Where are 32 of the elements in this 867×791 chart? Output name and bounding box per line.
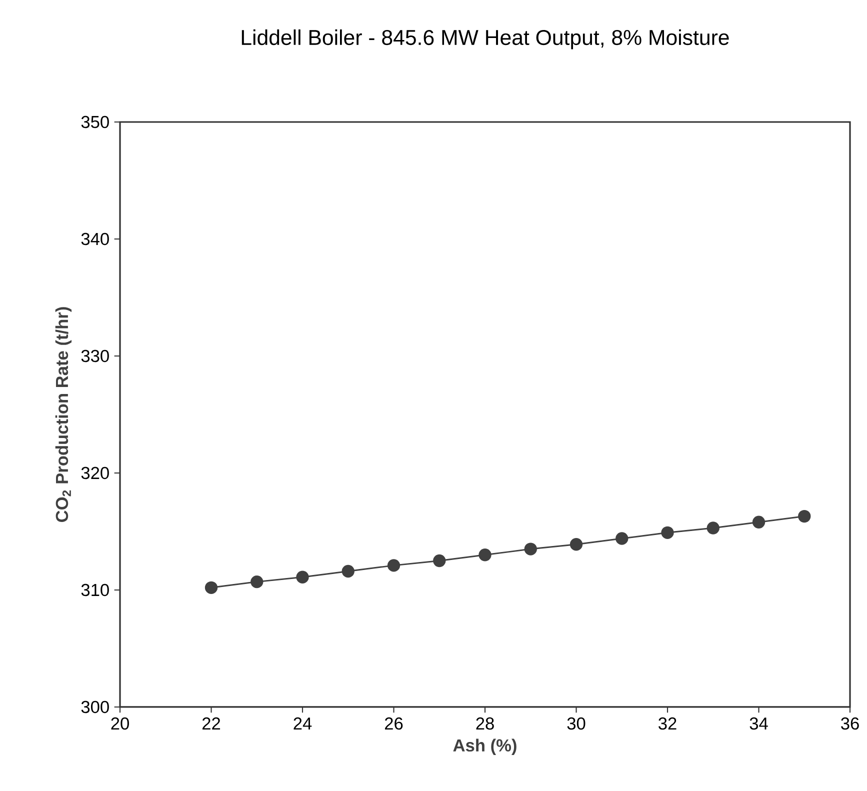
x-tick-label: 22 [202,717,220,730]
x-tick-label: 34 [750,717,768,730]
x-tick-label: 26 [384,717,403,730]
x-tick-label: 20 [111,717,129,730]
x-axis-title: Ash (%) [453,738,516,755]
y-tick-label: 300 [81,700,109,714]
point [616,532,628,545]
point [478,548,492,562]
point [387,559,400,572]
point [706,522,720,534]
y-tick-label: 320 [81,466,109,480]
x-tick-label: 30 [567,717,586,730]
point [342,564,354,578]
y-tick-label: 310 [81,584,109,596]
point [296,570,309,584]
x-tick-label: 24 [294,717,312,730]
x-tick-label: 28 [476,717,494,730]
y-axis-title: CO$_{2}$ Production Rate (t/hr) [55,307,72,522]
point [661,526,674,539]
x-tick-label: 32 [658,717,676,730]
point [798,510,811,523]
point [433,554,446,568]
y-tick-label: 330 [81,350,109,362]
y-tick-label: 350 [81,116,109,128]
point [570,538,583,551]
point [524,542,537,556]
point [204,581,218,594]
point [752,516,766,528]
point [250,575,264,588]
chart-title: Liddell Boiler - 845.6 MW Heat Output, 8% Moisture [242,29,729,50]
x-tick-label: 36 [841,717,859,730]
y-tick-label: 340 [81,232,109,246]
